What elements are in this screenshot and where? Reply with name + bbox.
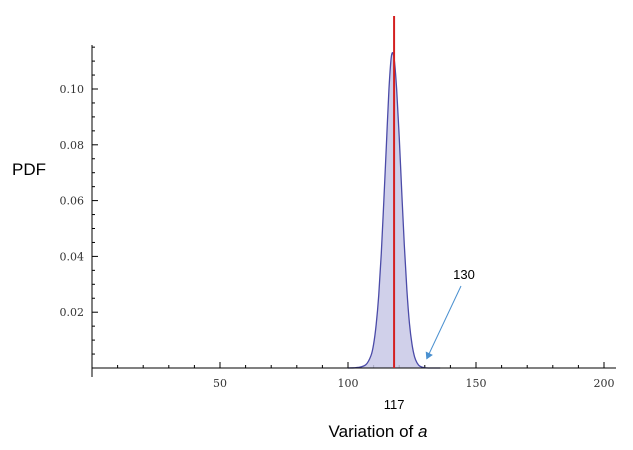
x-tick-label: 100	[338, 377, 359, 390]
ticks-layer: 50 100 150 200 0.02 0.04 0.06 0.08 0.10	[60, 46, 615, 390]
y-tick-label: 0.04	[60, 250, 85, 263]
x-axis-title-text: Variation of	[329, 422, 418, 441]
y-axis-title: PDF	[12, 160, 46, 179]
annotation-label: 130	[453, 267, 475, 282]
pdf-curve-line	[347, 52, 441, 369]
annotation-arrow	[425, 285, 462, 360]
x-tick-label: 200	[594, 377, 615, 390]
y-tick-label: 0.02	[60, 306, 85, 319]
y-tick-label: 0.10	[60, 83, 85, 96]
reference-line-label: 117	[384, 397, 405, 412]
x-axis-title: Variation of a	[329, 422, 428, 441]
x-tick-label: 150	[466, 377, 487, 390]
x-tick-label: 50	[213, 377, 227, 390]
y-tick-label: 0.06	[60, 195, 85, 208]
x-axis-title-symbol: a	[418, 422, 427, 441]
y-tick-label: 0.08	[60, 139, 85, 152]
